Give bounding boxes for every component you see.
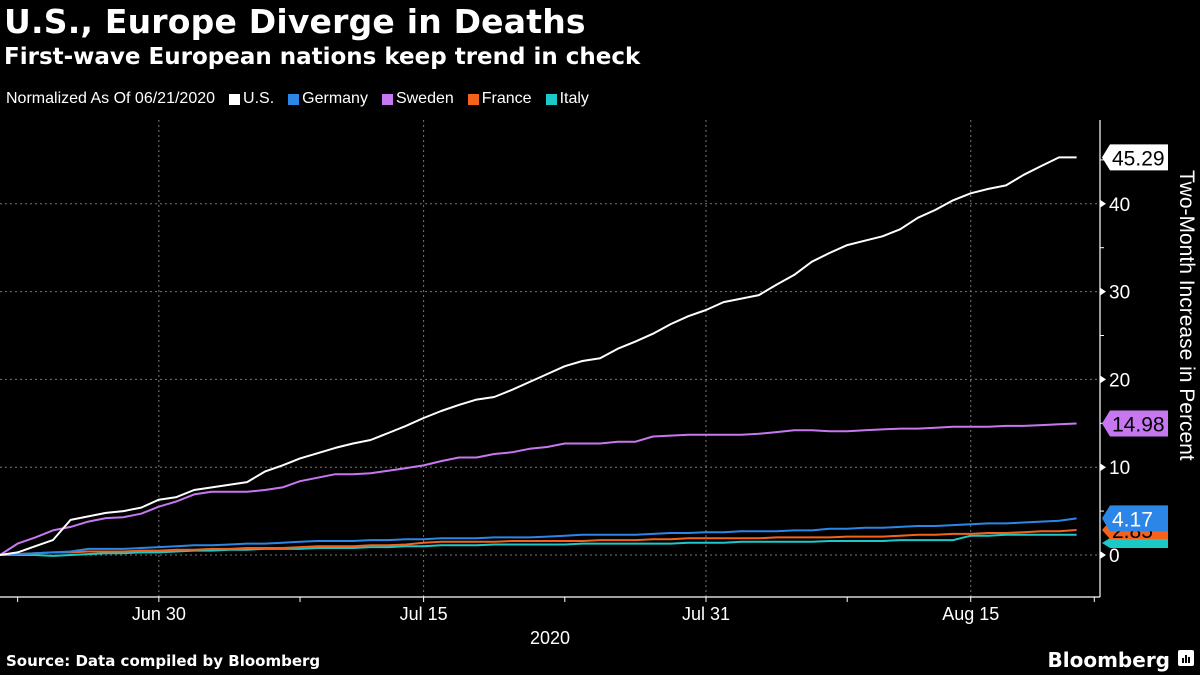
x-tick-label: Jun 30 [132, 604, 186, 624]
end-label-italy [1102, 537, 1168, 548]
y-tick-mark [1100, 287, 1106, 296]
end-label-sweden: 14.98 [1102, 410, 1168, 437]
y-tick-label: 10 [1109, 458, 1130, 479]
legend-swatch-italy [545, 93, 557, 105]
end-label-sweden-bg [1102, 410, 1168, 437]
legend-item-italy: Italy [545, 90, 589, 108]
legend-swatch-us [229, 93, 241, 105]
legend-item-france: France [467, 90, 532, 108]
end-label-germany-bg [1102, 505, 1168, 532]
series-line-france [0, 529, 1077, 556]
legend-swatch-france [467, 93, 479, 105]
series-lines [0, 156, 1077, 557]
x-tick-label: Jul 15 [400, 604, 448, 624]
y-tick-mark [1100, 375, 1106, 384]
y-tick-label: 20 [1109, 370, 1130, 391]
legend-label-france: France [481, 90, 532, 107]
x-tick-label: Jul 31 [682, 604, 730, 624]
y-tick-label: 30 [1109, 283, 1130, 304]
legend-item-sweden: Sweden [381, 90, 454, 108]
series-line-us [0, 156, 1077, 556]
y-tick-mark [1100, 463, 1106, 472]
x-axis-year-label: 2020 [530, 628, 570, 648]
axes: 0 10 20 30 40 Jun 30 Jul 15 Jul 31 Aug 15 [0, 120, 1130, 624]
series-line-italy [0, 533, 1077, 557]
legend-item-germany: Germany [288, 90, 368, 108]
y-tick-label: 0 [1109, 546, 1120, 567]
end-label-us-bg [1102, 144, 1168, 171]
end-label-us-text: 45.29 [1112, 147, 1165, 170]
end-label-us: 45.29 [1102, 144, 1168, 171]
end-label-italy-bg [1102, 537, 1168, 548]
x-tick-label: Aug 15 [942, 604, 999, 624]
y-tick-label: 40 [1109, 195, 1130, 216]
legend-swatch-sweden [381, 93, 393, 105]
series-line-germany [0, 517, 1077, 556]
end-label-germany-text: 4.17 [1112, 508, 1153, 531]
legend-label-italy: Italy [559, 90, 589, 107]
legend: Normalized As Of 06/21/2020 U.S. Germany… [6, 90, 603, 108]
chart-title: U.S., Europe Diverge in Deaths [4, 2, 586, 41]
bloomberg-logo-icon [1178, 650, 1194, 666]
legend-note: Normalized As Of 06/21/2020 [6, 90, 216, 107]
brand-name: Bloomberg [1047, 648, 1170, 672]
y-tick-mark [1100, 199, 1106, 208]
y-axis-title-text: Two-Month Increase in Percent [1175, 170, 1198, 461]
legend-item-us: U.S. [229, 90, 274, 108]
chart-subtitle: First-wave European nations keep trend i… [4, 44, 641, 70]
end-label-sweden-text: 14.98 [1112, 413, 1165, 436]
legend-label-germany: Germany [302, 90, 368, 107]
series-line-sweden [0, 422, 1077, 556]
legend-label-us: U.S. [243, 90, 275, 107]
y-tick-mark [1100, 551, 1106, 559]
legend-swatch-germany [288, 93, 300, 105]
end-label-germany: 4.17 [1102, 505, 1168, 532]
gridlines [0, 120, 1100, 597]
y-axis-title: Two-Month Increase in Percent [1170, 170, 1200, 550]
legend-label-sweden: Sweden [395, 90, 454, 107]
source-note: Source: Data compiled by Bloomberg [6, 652, 321, 670]
